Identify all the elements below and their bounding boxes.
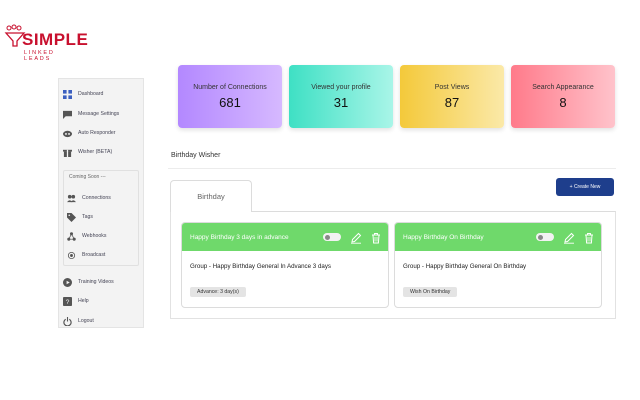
stat-card-search-appearance: Search Appearance 8 [511, 65, 615, 128]
wish-card-title: Happy Birthday 3 days in advance [190, 233, 289, 241]
sidebar-item-logout[interactable]: Logout [63, 314, 94, 328]
sidebar-item-label: Broadcast [82, 252, 106, 258]
toggle-knob [538, 234, 543, 240]
coming-soon-label: Coming Soon --- [69, 174, 106, 180]
webhook-icon [67, 231, 76, 241]
sidebar-item-message-settings[interactable]: Message Settings [63, 107, 119, 121]
people-icon [67, 194, 76, 203]
help-icon: ? [63, 296, 72, 306]
sidebar-item-label: Training Videos [78, 279, 114, 285]
sidebar-item-wisher[interactable]: Wisher (BETA) [63, 145, 112, 159]
tag-icon [67, 212, 76, 222]
edit-icon[interactable] [350, 231, 362, 244]
sidebar-item-help[interactable]: ? Help [63, 294, 89, 308]
sidebar-item-label: Tags [82, 214, 93, 220]
section-title: Birthday Wisher [171, 152, 221, 159]
sidebar-item-training-videos[interactable]: Training Videos [63, 275, 114, 289]
tab-birthday[interactable]: Birthday [170, 180, 252, 212]
sidebar-item-label: Wisher (BETA) [78, 149, 113, 155]
robot-icon [63, 129, 72, 138]
sidebar-item-label: Logout [78, 318, 94, 324]
sidebar-item-tags[interactable]: Tags [67, 210, 93, 224]
stat-label: Post Views [434, 83, 470, 91]
stat-value: 8 [559, 94, 567, 110]
stat-card-connections: Number of Connections 681 [178, 65, 282, 128]
wish-card: Happy Birthday 3 days in advance Group -… [181, 222, 389, 308]
stat-value: 87 [444, 94, 460, 110]
delete-icon[interactable] [583, 231, 595, 244]
sidebar-item-label: Connections [82, 195, 111, 201]
wish-card: Happy Birthday On Birthday Group - Happy… [394, 222, 602, 308]
sidebar-item-broadcast[interactable]: Broadcast [67, 248, 105, 262]
sidebar-item-label: Dashboard [78, 91, 104, 97]
sidebar-item-connections[interactable]: Connections [67, 191, 111, 205]
toggle-knob [325, 234, 330, 240]
logo-funnel-icon [4, 24, 26, 47]
enable-toggle[interactable] [536, 233, 554, 241]
edit-icon[interactable] [563, 231, 575, 244]
logo-subtext: LINKED LEADS [24, 50, 55, 62]
stat-label: Number of Connections [193, 83, 267, 91]
svg-text:?: ? [66, 299, 70, 306]
logo-text: SIMPLE [22, 30, 89, 49]
wish-card-title: Happy Birthday On Birthday [403, 233, 484, 241]
section-divider [168, 168, 616, 169]
sidebar: Dashboard Message Settings Auto Responde… [58, 78, 144, 328]
sidebar-item-auto-responder[interactable]: Auto Responder [63, 126, 116, 140]
wish-card-badge: Advance: 3 day(s) [190, 287, 246, 297]
coming-soon-group [63, 170, 139, 266]
wish-card-group: Group - Happy Birthday General On Birthd… [403, 263, 527, 270]
stat-value: 31 [333, 94, 349, 110]
create-new-button[interactable]: + Create New [556, 178, 614, 196]
message-icon [63, 110, 72, 119]
enable-toggle[interactable] [323, 233, 341, 241]
app-logo: SIMPLE LINKED LEADS [2, 24, 88, 62]
wish-card-group: Group - Happy Birthday General In Advanc… [190, 263, 332, 270]
play-icon [63, 277, 72, 287]
delete-icon[interactable] [370, 231, 382, 244]
stat-value: 681 [219, 94, 241, 110]
dashboard-icon [63, 89, 72, 99]
wish-card-header: Happy Birthday 3 days in advance [182, 223, 388, 251]
wish-card-header: Happy Birthday On Birthday [395, 223, 601, 251]
sidebar-item-dashboard[interactable]: Dashboard [63, 87, 103, 101]
broadcast-icon [67, 251, 76, 260]
sidebar-item-webhooks[interactable]: Webhooks [67, 229, 106, 243]
sidebar-item-label: Message Settings [78, 111, 120, 117]
sidebar-item-label: Webhooks [82, 233, 107, 239]
wish-card-badge: Wish On Birthday [403, 287, 458, 297]
sidebar-item-label: Help [78, 298, 89, 304]
stat-card-profile-views: Viewed your profile 31 [289, 65, 393, 128]
sidebar-item-label: Auto Responder [78, 130, 116, 136]
power-icon [63, 316, 72, 326]
stat-label: Search Appearance [532, 83, 594, 91]
stat-label: Viewed your profile [311, 83, 371, 91]
gift-icon [63, 148, 72, 157]
stat-card-post-views: Post Views 87 [400, 65, 504, 128]
